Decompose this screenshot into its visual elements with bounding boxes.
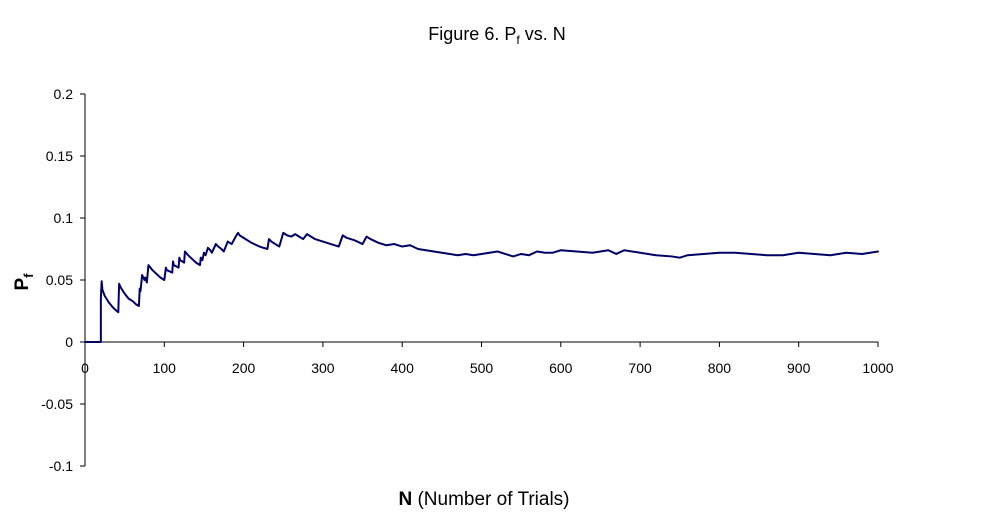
x-tick-label: 600 [549,360,573,376]
chart-title-suffix: vs. N [520,24,566,44]
y-tick-label: 0.05 [46,272,73,288]
chart-title-subscript: f [516,33,520,47]
y-tick-label: 0.2 [54,86,74,102]
x-axis-label-rest: (Number of Trials) [412,489,569,510]
x-tick-label: 500 [470,360,494,376]
y-axis: 0.2 0.15 0.1 0.05 0 -0.05 -0.1 [41,86,86,474]
x-tick-label: 400 [391,360,415,376]
x-tick-label: 200 [232,360,256,376]
x-axis: 0 100 200 300 400 500 600 700 800 900 1000 [81,341,894,376]
x-tick-label: 300 [311,360,335,376]
x-tick-label: 1000 [862,360,893,376]
y-tick-label: -0.05 [41,396,73,412]
x-tick-label: 100 [153,360,177,376]
y-axis-label-subscript: f [21,273,36,278]
x-tick-label: 0 [81,360,89,376]
y-tick-label: -0.1 [49,458,73,474]
chart-title-prefix: Figure 6. P [428,24,516,44]
x-tick-label: 900 [787,360,811,376]
y-tick-label: 0.1 [54,210,74,226]
x-axis-label: N (Number of Trials) [398,489,569,510]
y-axis-label: Pf [12,273,36,291]
y-tick-label: 0 [65,334,73,350]
x-axis-label-bold: N [398,489,412,510]
x-tick-label: 700 [628,360,652,376]
y-tick-label: 0.15 [46,148,73,164]
chart-title: Figure 6. Pf vs. N [428,24,565,47]
series-layer [84,231,879,343]
y-axis-label-main: P [12,278,33,291]
series-line-0 [84,231,879,343]
x-tick-label: 800 [708,360,732,376]
